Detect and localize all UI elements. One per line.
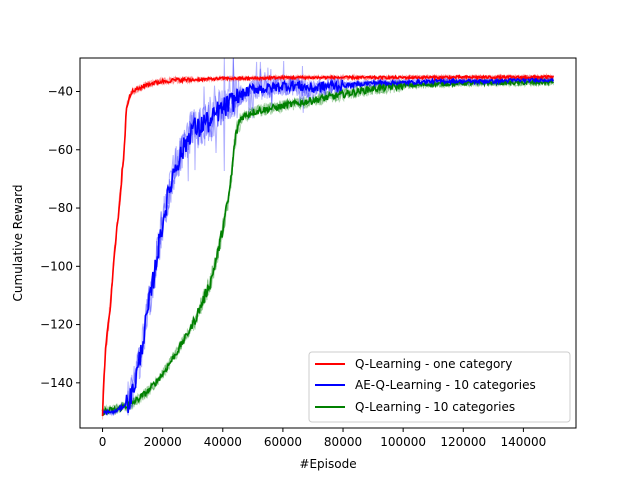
x-tick-label: 20000 — [144, 435, 182, 449]
series-line — [101, 73, 555, 417]
y-axis-ticks: −140 −120 −100 −80 −60 −40 — [40, 85, 80, 390]
legend-box — [308, 351, 571, 423]
x-tick-label: 40000 — [204, 435, 242, 449]
x-axis-label: #Episode — [299, 457, 356, 471]
legend-label-q-one: Q-Learning - one category — [355, 357, 512, 371]
x-tick-label: 140000 — [500, 435, 546, 449]
series-line — [102, 75, 555, 416]
x-tick-label: 0 — [99, 435, 107, 449]
x-axis-ticks: 0 20000 40000 60000 80000 100000 120000 140000 — [99, 428, 546, 449]
y-tick-label: −120 — [40, 318, 73, 332]
legend-label-q-ten: Q-Learning - 10 categories — [355, 400, 515, 414]
legend-label-ae-q: AE-Q-Learning - 10 categories — [355, 378, 536, 392]
series-noise-band — [102, 72, 554, 407]
y-tick-label: −100 — [40, 259, 73, 273]
x-tick-label: 100000 — [380, 435, 426, 449]
y-tick-label: −80 — [48, 201, 73, 215]
series-lines — [101, 73, 555, 417]
y-tick-label: −40 — [48, 85, 73, 99]
y-axis-label: Cumulative Reward — [11, 185, 25, 302]
plot-frame — [79, 57, 577, 429]
legend: Q-Learning - one category AE-Q-Learning … — [308, 351, 571, 423]
x-tick-label: 80000 — [324, 435, 362, 449]
y-tick-label: −140 — [40, 376, 73, 390]
y-tick-label: −60 — [48, 143, 73, 157]
x-tick-label: 120000 — [440, 435, 486, 449]
x-tick-label: 60000 — [264, 435, 302, 449]
